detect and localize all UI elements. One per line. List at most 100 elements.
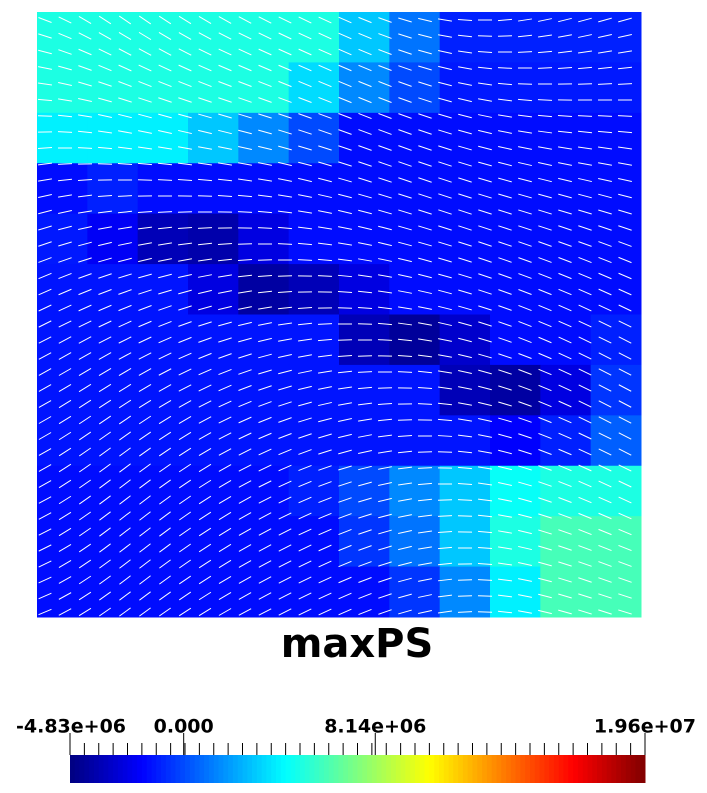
colorbar-segment — [492, 755, 497, 783]
cell — [188, 214, 239, 265]
colorbar-segment — [147, 755, 152, 783]
colorbar-segment — [544, 755, 549, 783]
cell — [87, 365, 138, 416]
colorbar-segment — [564, 755, 569, 783]
cell — [138, 516, 189, 567]
colorbar-segment — [286, 755, 291, 783]
glyph — [578, 84, 592, 85]
glyph — [518, 52, 532, 53]
colorbar-segment — [372, 755, 377, 783]
cell — [490, 62, 541, 113]
glyph — [398, 420, 412, 421]
glyph — [438, 516, 452, 517]
cell — [591, 163, 642, 214]
cell — [490, 12, 541, 63]
cell — [540, 214, 591, 265]
glyph — [518, 84, 532, 85]
colorbar-segment — [506, 755, 511, 783]
colorbar-segment — [362, 755, 367, 783]
cell — [490, 516, 541, 567]
cell — [591, 415, 642, 466]
cell — [289, 214, 340, 265]
cell — [238, 113, 289, 164]
cell — [591, 264, 642, 315]
cell — [238, 62, 289, 113]
colorbar-segment — [290, 755, 295, 783]
cell — [289, 113, 340, 164]
cell — [37, 516, 88, 567]
cell — [138, 567, 189, 618]
cell — [440, 214, 491, 265]
colorbar-segment — [353, 755, 358, 783]
cell — [440, 415, 491, 466]
colorbar-segment — [204, 755, 209, 783]
cell — [188, 12, 239, 63]
colorbar-segment — [367, 755, 372, 783]
colorbar-segment — [319, 755, 324, 783]
colorbar-segment — [343, 755, 348, 783]
colorbar-segment — [501, 755, 506, 783]
colorbar-segment — [300, 755, 305, 783]
cell — [540, 466, 591, 517]
colorbar-segment — [180, 755, 185, 783]
colorbar-segment — [616, 755, 621, 783]
colorbar-segment — [108, 755, 113, 783]
colorbar-segment — [276, 755, 281, 783]
cell — [87, 113, 138, 164]
tick-label: -4.83e+06 — [16, 716, 126, 738]
cell — [490, 113, 541, 164]
colorbar-segment — [199, 755, 204, 783]
cell — [440, 466, 491, 517]
cell — [389, 567, 440, 618]
cell — [87, 466, 138, 517]
cell — [540, 516, 591, 567]
tick-label: 0.000 — [154, 716, 214, 738]
cell — [440, 516, 491, 567]
cell — [389, 163, 440, 214]
colorbar-segment — [611, 755, 616, 783]
cell — [339, 567, 390, 618]
cell — [188, 567, 239, 618]
colorbar-segment — [530, 755, 535, 783]
cell — [238, 466, 289, 517]
colorbar-segment — [386, 755, 391, 783]
cell — [591, 516, 642, 567]
colorbar-segment — [128, 755, 133, 783]
colorbar-segment — [358, 755, 363, 783]
glyph — [298, 260, 312, 261]
colorbar-segment — [640, 755, 645, 783]
cell — [591, 214, 642, 265]
colorbar-segment — [123, 755, 128, 783]
cell — [87, 516, 138, 567]
colorbar-segment — [377, 755, 382, 783]
cell — [591, 62, 642, 113]
colorbar-segment — [487, 755, 492, 783]
cell — [540, 567, 591, 618]
cell — [440, 113, 491, 164]
cell — [440, 567, 491, 618]
colorbar-segment — [252, 755, 257, 783]
colorbar-segment — [195, 755, 200, 783]
colorbar-segment — [449, 755, 454, 783]
colorbar-segment — [496, 755, 501, 783]
tick-label: 1.96e+07 — [594, 716, 696, 738]
colorbar-segment — [70, 755, 75, 783]
colorbar-segment — [99, 755, 104, 783]
colorbar-segment — [588, 755, 593, 783]
cell — [591, 113, 642, 164]
colorbar-segment — [118, 755, 123, 783]
cell — [289, 62, 340, 113]
cell — [389, 214, 440, 265]
glyph — [418, 404, 432, 405]
cell — [238, 163, 289, 214]
colorbar-segment — [602, 755, 607, 783]
cell — [389, 12, 440, 63]
glyph — [438, 452, 452, 453]
colorbar-segment — [621, 755, 626, 783]
cell — [138, 62, 189, 113]
colorbar-segment — [156, 755, 161, 783]
colorbar-segment — [396, 755, 401, 783]
cell — [238, 214, 289, 265]
cell — [188, 113, 239, 164]
